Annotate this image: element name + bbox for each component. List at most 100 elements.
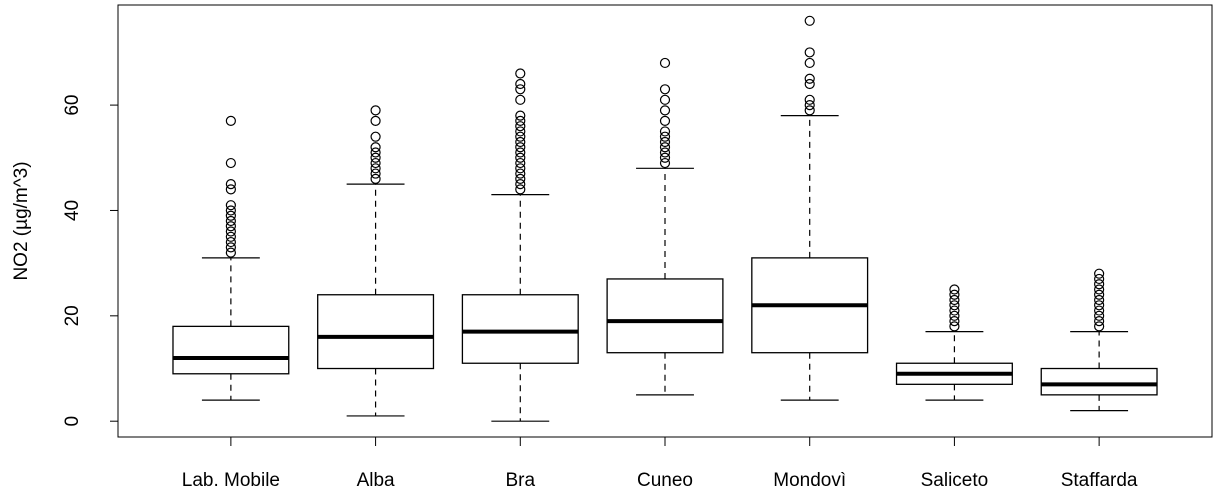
box bbox=[317, 294, 435, 370]
outlier bbox=[225, 221, 236, 232]
outlier bbox=[659, 84, 671, 95]
y-tick-label: 0 bbox=[62, 416, 83, 427]
outlier bbox=[949, 284, 960, 295]
outlier bbox=[1094, 300, 1105, 311]
outlier bbox=[370, 142, 381, 153]
outlier bbox=[659, 94, 671, 105]
outlier bbox=[659, 136, 671, 148]
outlier bbox=[225, 231, 236, 242]
outlier bbox=[515, 68, 526, 79]
outlier bbox=[515, 115, 526, 127]
outlier bbox=[659, 126, 671, 137]
outlier bbox=[225, 205, 236, 216]
outlier bbox=[515, 184, 526, 195]
outlier bbox=[949, 289, 960, 300]
outlier bbox=[515, 157, 526, 169]
x-tick-label: Mondovì bbox=[773, 470, 846, 491]
outlier bbox=[804, 99, 815, 111]
x-tick-label: Lab. Mobile bbox=[182, 470, 280, 491]
x-tick-label: Bra bbox=[506, 470, 536, 491]
outlier bbox=[515, 126, 526, 137]
outlier bbox=[515, 136, 526, 148]
outlier bbox=[370, 131, 381, 142]
outlier bbox=[225, 242, 236, 253]
outlier bbox=[515, 94, 526, 105]
x-tick-label: Saliceto bbox=[921, 470, 989, 491]
x-tick-label: Staffarda bbox=[1061, 470, 1138, 491]
outlier bbox=[1094, 321, 1105, 332]
outlier bbox=[1094, 268, 1105, 279]
outlier bbox=[659, 105, 671, 116]
outlier bbox=[949, 294, 960, 306]
outlier bbox=[949, 315, 960, 327]
outlier bbox=[370, 115, 381, 127]
outlier bbox=[225, 226, 236, 237]
outlier bbox=[370, 152, 381, 163]
outlier bbox=[515, 152, 526, 163]
outlier bbox=[515, 163, 526, 174]
outlier bbox=[1094, 273, 1105, 285]
box bbox=[461, 294, 579, 364]
outlier bbox=[659, 142, 671, 153]
outlier bbox=[515, 121, 526, 132]
box bbox=[1040, 367, 1158, 396]
outlier bbox=[515, 110, 526, 121]
outlier bbox=[225, 236, 236, 248]
outlier bbox=[1094, 310, 1105, 321]
box bbox=[172, 325, 290, 375]
outlier bbox=[370, 157, 381, 169]
outlier bbox=[1094, 315, 1105, 327]
y-tick-label: 40 bbox=[62, 200, 83, 221]
outlier bbox=[804, 47, 815, 58]
outlier bbox=[804, 73, 815, 84]
outlier bbox=[225, 179, 236, 190]
outlier bbox=[1094, 284, 1105, 295]
outlier bbox=[225, 115, 236, 127]
outlier bbox=[515, 84, 526, 95]
outlier bbox=[370, 168, 381, 179]
y-tick-label: 20 bbox=[62, 305, 83, 326]
outlier bbox=[515, 147, 526, 158]
outlier bbox=[515, 179, 526, 190]
outlier bbox=[370, 147, 381, 158]
outlier bbox=[370, 105, 381, 116]
outlier bbox=[949, 305, 960, 316]
outlier bbox=[659, 147, 671, 158]
outlier bbox=[515, 173, 526, 184]
outlier bbox=[225, 215, 236, 227]
outlier bbox=[659, 57, 671, 69]
outlier bbox=[804, 57, 815, 69]
outlier bbox=[804, 94, 815, 105]
outlier bbox=[949, 310, 960, 321]
outlier bbox=[225, 247, 236, 258]
outlier bbox=[804, 105, 815, 116]
y-tick-label: 60 bbox=[62, 95, 83, 116]
outlier bbox=[659, 157, 671, 169]
outlier bbox=[225, 200, 236, 211]
y-axis-label: NO2 (µg/m^3) bbox=[11, 161, 32, 280]
outlier bbox=[515, 142, 526, 153]
outlier bbox=[659, 131, 671, 142]
outlier bbox=[225, 184, 236, 195]
outlier bbox=[659, 115, 671, 127]
box bbox=[606, 278, 724, 354]
outlier bbox=[225, 157, 236, 169]
outlier bbox=[1094, 305, 1105, 316]
outlier bbox=[370, 163, 381, 174]
outlier bbox=[515, 168, 526, 179]
outlier bbox=[949, 321, 960, 332]
outlier bbox=[1094, 294, 1105, 306]
outlier bbox=[659, 152, 671, 163]
outlier bbox=[1094, 279, 1105, 290]
outlier bbox=[949, 300, 960, 311]
outlier bbox=[804, 78, 815, 90]
x-tick-label: Alba bbox=[357, 470, 395, 491]
outlier bbox=[515, 78, 526, 90]
outlier bbox=[515, 131, 526, 142]
outlier bbox=[370, 173, 381, 184]
outlier bbox=[1094, 289, 1105, 300]
x-tick-label: Cuneo bbox=[637, 470, 693, 491]
outlier bbox=[804, 15, 815, 26]
outlier bbox=[225, 210, 236, 221]
